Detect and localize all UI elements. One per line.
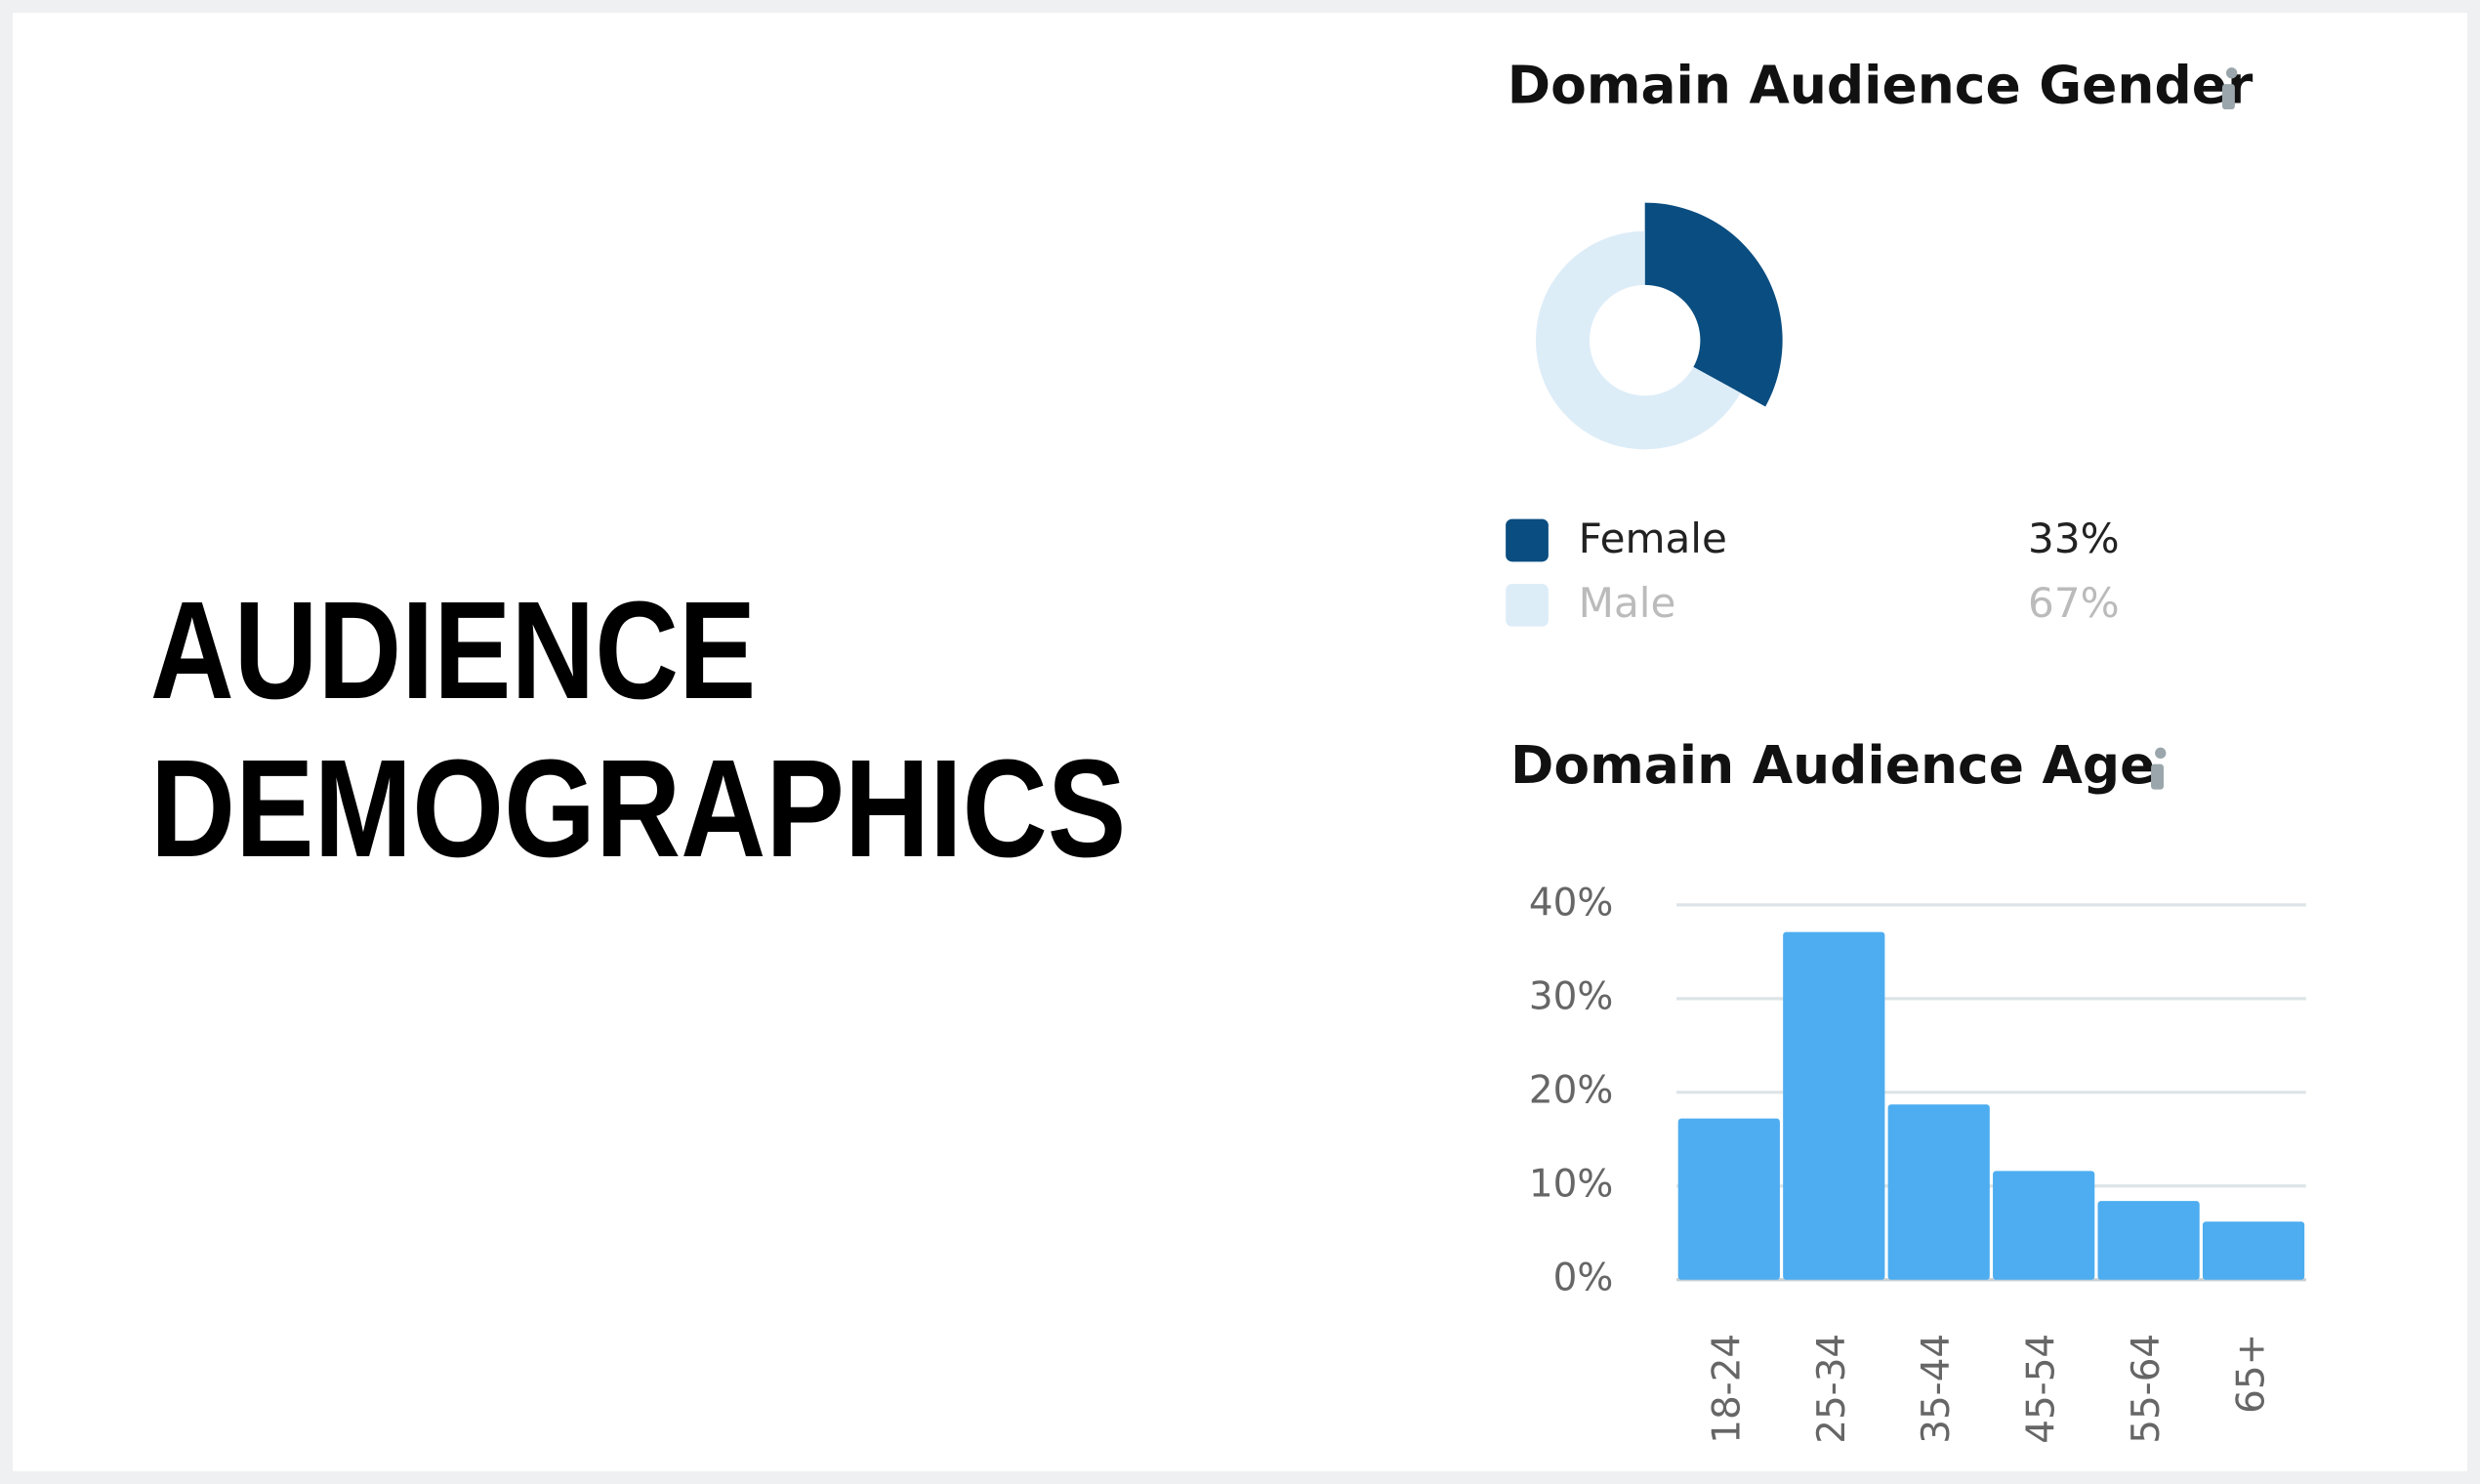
- y-tick-label: 10%: [1529, 1162, 1613, 1206]
- y-tick-label: 20%: [1529, 1068, 1613, 1112]
- heading-line: DEMOGRAPHICS: [150, 731, 1126, 886]
- bar: [1677, 1118, 1780, 1280]
- x-tick-label: 45-54: [2020, 1334, 2064, 1444]
- x-tick-label: 18-24: [1705, 1334, 1749, 1444]
- legend-swatch: [1506, 584, 1549, 627]
- legend-value: 67%: [2028, 579, 2120, 627]
- x-tick-label: 65+: [2230, 1334, 2274, 1414]
- info-icon: [2151, 747, 2167, 790]
- bar: [2097, 1201, 2200, 1280]
- legend-label: Female: [1579, 515, 1727, 562]
- x-tick-label: 55-64: [2125, 1334, 2169, 1444]
- bar: [1993, 1171, 2095, 1280]
- x-tick-label: 35-44: [1915, 1334, 1959, 1444]
- info-icon: [2221, 67, 2238, 110]
- bar: [1783, 931, 1885, 1280]
- heading-line: AUDIENCE: [150, 573, 756, 728]
- pie-slice: [1535, 230, 1741, 450]
- x-tick-label: 25-34: [1810, 1334, 1854, 1444]
- bar: [2202, 1221, 2305, 1280]
- legend-label: Male: [1579, 579, 1676, 627]
- y-tick-label: 30%: [1529, 974, 1613, 1018]
- chart-title: Domain Audience Gender: [1508, 55, 2253, 116]
- y-tick-label: 0%: [1553, 1256, 1614, 1299]
- legend-swatch: [1506, 518, 1549, 562]
- pie-slice: [1644, 202, 1783, 407]
- y-tick-label: 40%: [1529, 881, 1613, 925]
- chart-title: Domain Audience Age: [1510, 734, 2155, 796]
- bar: [1887, 1104, 1990, 1280]
- legend-value: 33%: [2028, 515, 2120, 562]
